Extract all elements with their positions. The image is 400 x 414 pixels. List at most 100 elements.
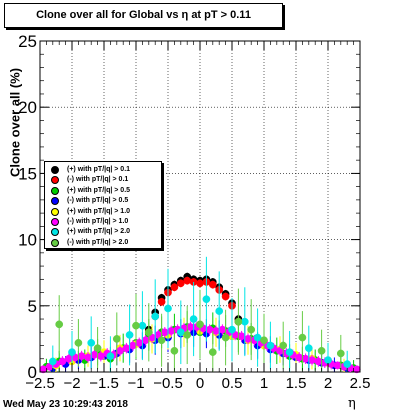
data-point — [336, 349, 345, 358]
data-point — [304, 344, 313, 353]
data-point — [208, 280, 217, 289]
x-tick-label: −0.5 — [153, 375, 183, 392]
series-7 — [55, 288, 345, 372]
data-point — [186, 323, 195, 331]
data-point — [74, 339, 83, 347]
data-point — [55, 320, 64, 329]
data-point — [279, 341, 288, 350]
data-point — [132, 321, 140, 330]
legend-entry: (-) with pT/|q| > 0.1 — [45, 175, 161, 185]
x-tick-label: 2.5 — [350, 375, 371, 392]
data-point — [176, 279, 185, 288]
data-point — [244, 335, 252, 343]
x-axis-label: η — [348, 396, 356, 411]
legend-label: (-) with pT/|q| > 1.0 — [67, 217, 129, 225]
data-point — [196, 320, 204, 329]
x-tick-label: −2.5 — [25, 375, 55, 392]
data-point — [138, 321, 147, 330]
legend-marker-icon — [51, 197, 59, 206]
data-point — [266, 341, 275, 350]
data-point — [157, 297, 166, 306]
data-point — [215, 307, 224, 315]
legend-marker-icon — [51, 217, 59, 226]
x-tick-label: 2 — [324, 375, 332, 392]
data-point — [58, 357, 67, 366]
x-tick-label: −2 — [63, 375, 80, 392]
data-point — [295, 353, 304, 362]
data-point — [317, 346, 326, 355]
data-point — [157, 336, 166, 345]
data-point — [176, 328, 185, 337]
data-point — [93, 344, 102, 353]
legend-marker-icon — [51, 166, 59, 174]
date-stamp: Wed May 23 10:29:43 2018 — [3, 399, 128, 410]
y-tick-label: 25 — [18, 32, 37, 51]
legend-entry: (+) with pT/|q| > 0.1 — [45, 165, 161, 175]
chart-title-box: Clone over all for Global vs η at pT > 0… — [4, 3, 283, 28]
data-series — [39, 256, 361, 374]
legend-entry: (+) with pT/|q| > 2.0 — [45, 227, 161, 237]
data-point — [333, 361, 342, 370]
legend-label: (-) with pT/|q| > 0.1 — [67, 176, 129, 184]
data-point — [237, 332, 246, 341]
data-point — [48, 357, 57, 366]
x-tick-label: 0.5 — [222, 375, 243, 392]
data-point — [228, 325, 236, 334]
legend-label: (-) with pT/|q| > 2.0 — [67, 238, 129, 246]
x-tick-label: 1 — [260, 375, 268, 392]
data-point — [240, 317, 249, 326]
data-point — [324, 356, 332, 364]
data-point — [122, 344, 131, 353]
data-point — [218, 325, 227, 334]
data-point — [106, 352, 115, 360]
data-point — [212, 327, 220, 335]
data-point — [116, 346, 124, 355]
data-point — [84, 353, 92, 362]
data-point — [301, 354, 310, 363]
y-tick-label: 10 — [18, 231, 37, 250]
data-point — [135, 339, 144, 347]
legend-entry: (-) with pT/|q| > 1.0 — [45, 217, 161, 227]
data-point — [112, 335, 121, 343]
data-point — [247, 325, 256, 334]
y-axis-label: Clone over all (%) — [7, 67, 23, 178]
axes: −2.5 −2 −1.5 −1 −0.5 0 0.5 1 1.5 2 2.5 0 5 10 15 20 25 — [18, 32, 370, 392]
x-tick-label: −1 — [127, 375, 144, 392]
data-point — [96, 352, 105, 360]
legend-label: (+) with pT/|q| > 0.5 — [67, 186, 131, 194]
legend-label: (+) with pT/|q| > 1.0 — [67, 207, 131, 215]
data-point — [151, 312, 160, 321]
data-point — [260, 336, 268, 345]
legend-marker-icon — [51, 176, 59, 185]
data-point — [253, 333, 262, 342]
data-point — [167, 327, 176, 335]
data-point — [128, 341, 137, 350]
legend-marker-icon — [51, 207, 59, 216]
data-point — [68, 348, 76, 356]
legend-marker-icon — [51, 186, 59, 195]
data-point — [189, 315, 198, 323]
legend-label: (+) with pT/|q| > 2.0 — [67, 228, 131, 236]
legend-marker-icon — [51, 228, 59, 237]
legend-entry: (+) with pT/|q| > 1.0 — [45, 207, 161, 217]
data-point — [221, 292, 230, 301]
data-point — [144, 328, 153, 337]
legend-entry: (-) with pT/|q| > 0.5 — [45, 196, 161, 206]
data-point — [87, 339, 96, 347]
data-point — [141, 336, 150, 345]
data-point — [196, 279, 204, 288]
data-point — [202, 295, 211, 304]
legend-entry: (-) with pT/|q| > 2.0 — [45, 238, 161, 248]
data-point — [125, 331, 134, 339]
data-point — [343, 360, 352, 368]
chart-title: Clone over all for Global vs η at pT > 0… — [36, 9, 251, 21]
data-point — [164, 304, 172, 313]
x-tick-label: 0 — [196, 375, 204, 392]
y-tick-label: 0 — [28, 363, 37, 382]
data-point — [221, 333, 230, 342]
y-tick-label: 5 — [28, 297, 37, 316]
x-tick-label: −1.5 — [89, 375, 119, 392]
data-point — [170, 346, 179, 355]
data-point — [77, 352, 86, 360]
data-point — [308, 356, 316, 364]
